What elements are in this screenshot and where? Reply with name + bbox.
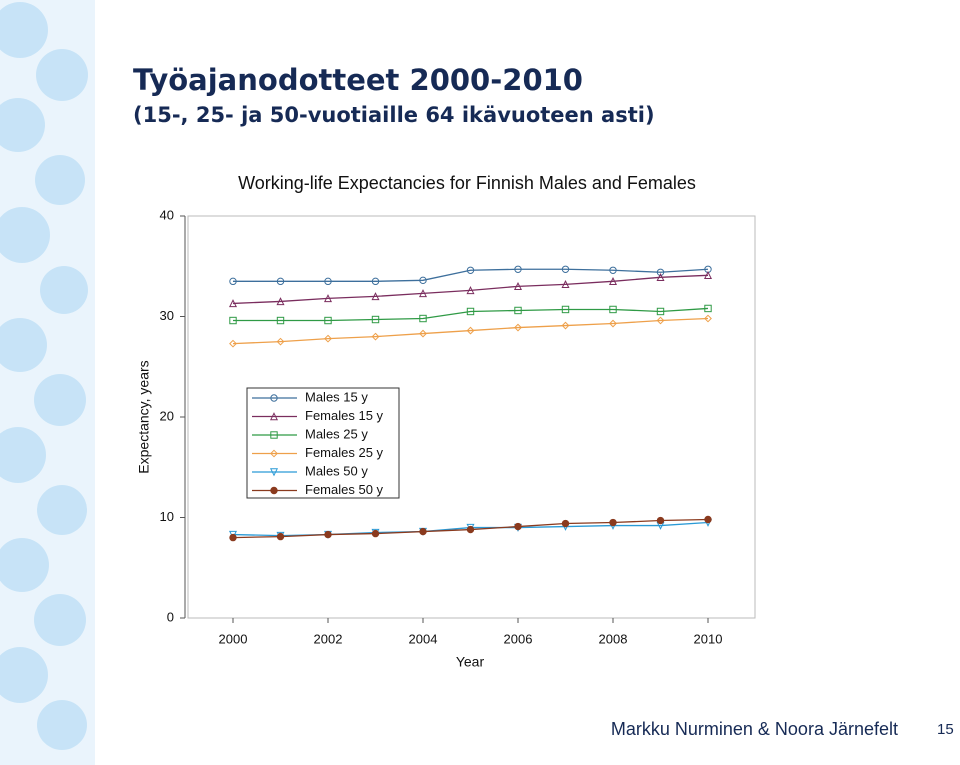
marker	[609, 319, 617, 328]
series-line	[233, 268, 709, 282]
marker	[270, 449, 278, 458]
marker	[269, 412, 279, 421]
y-tick-label: 10	[160, 509, 174, 524]
marker	[609, 305, 617, 314]
decoration	[0, 0, 95, 765]
x-tick-label: 2000	[219, 631, 248, 646]
legend-label: Females 15 y	[305, 408, 384, 423]
marker	[270, 486, 278, 495]
y-tick-label: 30	[160, 308, 174, 323]
marker	[656, 316, 665, 325]
slide-subtitle: (15-, 25- ja 50-vuotiaille 64 ikävuoteen…	[133, 103, 655, 127]
marker	[419, 276, 427, 285]
marker	[656, 307, 665, 316]
marker	[324, 334, 332, 343]
marker	[514, 323, 522, 332]
marker	[656, 272, 665, 282]
marker	[269, 468, 279, 477]
marker	[466, 307, 475, 316]
marker	[419, 329, 427, 338]
marker	[324, 277, 332, 286]
y-axis-label: Expectancy, years	[136, 360, 152, 473]
marker	[371, 292, 380, 301]
marker	[513, 282, 523, 291]
legend-label: Females 25 y	[305, 445, 384, 460]
marker	[276, 337, 285, 346]
x-tick-label: 2006	[504, 631, 533, 646]
series-line	[232, 317, 709, 345]
marker	[609, 518, 617, 527]
marker	[419, 314, 427, 323]
marker	[466, 326, 475, 335]
marker	[561, 519, 570, 528]
marker	[609, 266, 617, 274]
marker	[704, 314, 712, 323]
x-tick-label: 2002	[314, 631, 343, 646]
footer: Markku Nurminen & Noora Järnefelt	[611, 719, 898, 739]
marker	[656, 516, 665, 525]
marker	[466, 525, 475, 534]
marker	[371, 529, 380, 538]
marker	[276, 297, 285, 306]
marker	[228, 299, 238, 308]
marker	[323, 294, 333, 303]
marker	[704, 304, 712, 313]
marker	[324, 316, 332, 325]
marker	[229, 339, 237, 348]
x-axis-label: Year	[456, 654, 485, 670]
legend-box	[246, 387, 400, 499]
marker	[703, 270, 713, 279]
marker	[229, 277, 237, 286]
marker	[371, 315, 380, 324]
marker	[276, 277, 285, 286]
x-tick-label: 2008	[599, 631, 628, 646]
y-tick-label: 40	[160, 207, 174, 222]
marker	[466, 286, 475, 295]
marker	[371, 332, 380, 341]
legend-label: Males 15 y	[305, 389, 368, 404]
marker	[656, 268, 665, 276]
marker	[561, 280, 570, 289]
marker	[324, 530, 332, 539]
marker	[514, 306, 522, 315]
legend-label: Males 25 y	[305, 426, 368, 441]
marker	[419, 527, 427, 536]
marker	[514, 265, 522, 273]
marker	[276, 532, 285, 541]
marker	[229, 533, 237, 542]
legend-label: Females 50 y	[305, 482, 384, 497]
marker	[561, 321, 570, 330]
marker	[466, 266, 475, 274]
marker	[270, 431, 278, 439]
slide-title: Työajanodotteet 2000-2010	[133, 63, 583, 97]
marker	[276, 316, 285, 325]
marker	[418, 289, 428, 298]
y-tick-label: 20	[160, 408, 174, 423]
series-line	[233, 307, 709, 322]
marker	[371, 277, 380, 286]
plot-frame	[187, 215, 756, 619]
marker	[704, 515, 712, 524]
marker	[514, 522, 522, 531]
series-line	[232, 274, 709, 305]
y-tick-label: 0	[167, 609, 174, 624]
marker	[608, 277, 618, 286]
marker	[561, 305, 570, 314]
x-tick-label: 2010	[694, 631, 723, 646]
marker	[270, 394, 278, 402]
page-number: 15	[937, 721, 954, 738]
x-tick-label: 2004	[409, 631, 438, 646]
marker	[229, 316, 237, 325]
marker	[561, 265, 570, 273]
legend-label: Males 50 y	[305, 463, 368, 478]
chart-title: Working-life Expectancies for Finnish Ma…	[238, 173, 696, 193]
